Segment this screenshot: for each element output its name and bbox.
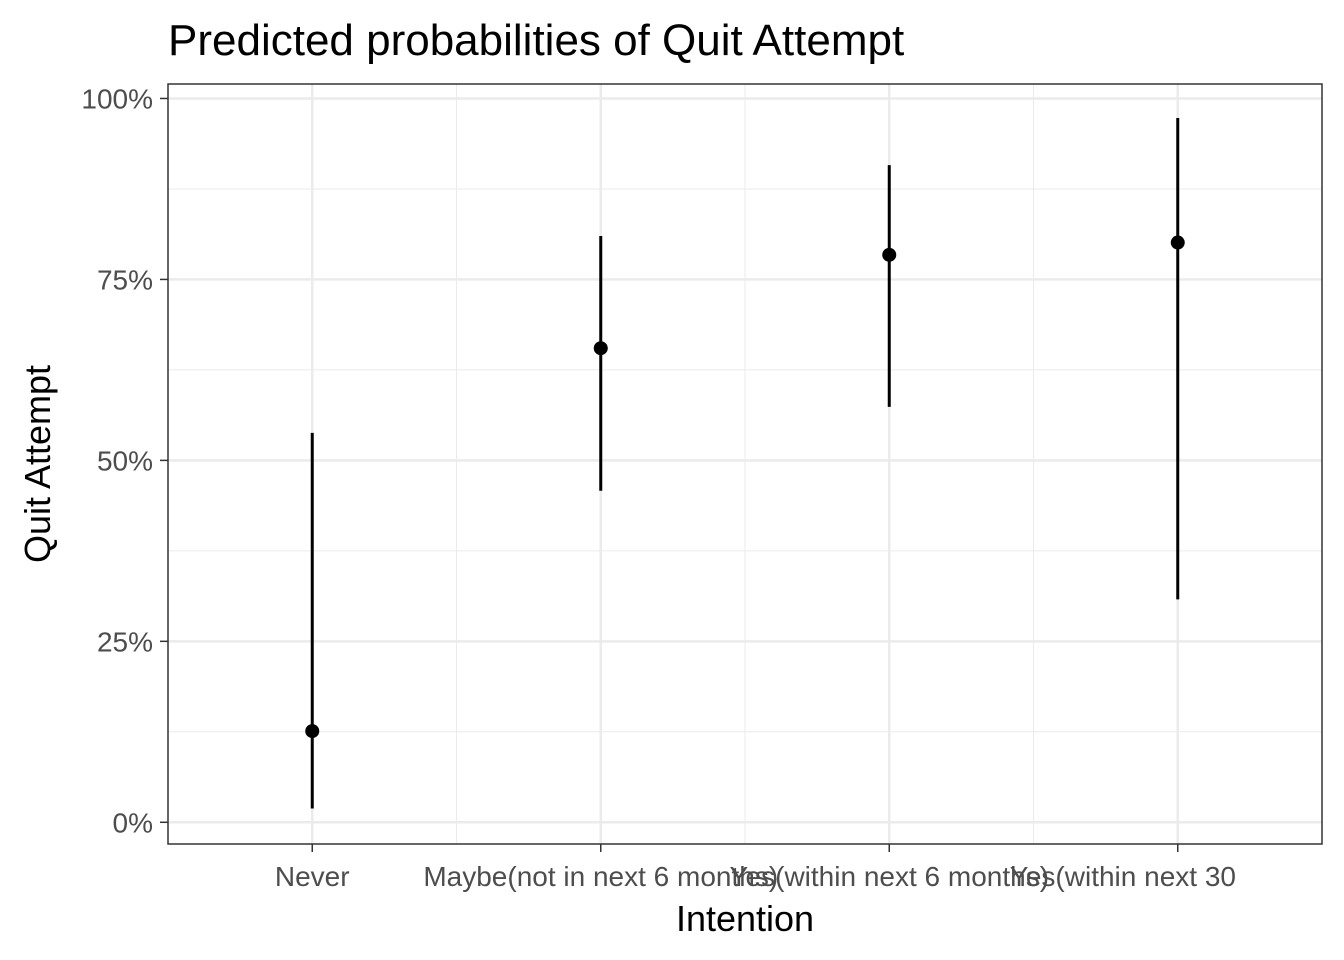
grid <box>168 84 1322 844</box>
y-tick-label: 50% <box>97 445 153 476</box>
marks <box>305 118 1185 809</box>
x-tick-label: Maybe(not in next 6 months) <box>423 861 778 892</box>
y-tick-label: 25% <box>97 626 153 657</box>
y-tick-label: 100% <box>81 83 153 114</box>
data-point <box>593 341 608 356</box>
x-tick-label: Yes(within next 6 months) <box>729 861 1049 892</box>
panel-border <box>167 83 1323 845</box>
y-axis: 0% 25% 50% 75% 100% <box>81 83 168 838</box>
y-tick-label: 75% <box>97 264 153 295</box>
chart-title: Predicted probabilities of Quit Attempt <box>168 16 904 65</box>
x-axis: Never Maybe(not in next 6 months)Yes(with… <box>275 844 1236 892</box>
y-axis-title: Quit Attempt <box>17 365 58 563</box>
data-point <box>882 247 897 262</box>
data-point <box>1170 235 1185 250</box>
x-tick-label: Never <box>275 861 350 892</box>
y-tick-label: 0% <box>113 807 153 838</box>
data-point <box>305 724 320 739</box>
x-axis-title: Intention <box>676 898 814 939</box>
x-tick-label: Yes(within next 30 <box>1010 861 1236 892</box>
